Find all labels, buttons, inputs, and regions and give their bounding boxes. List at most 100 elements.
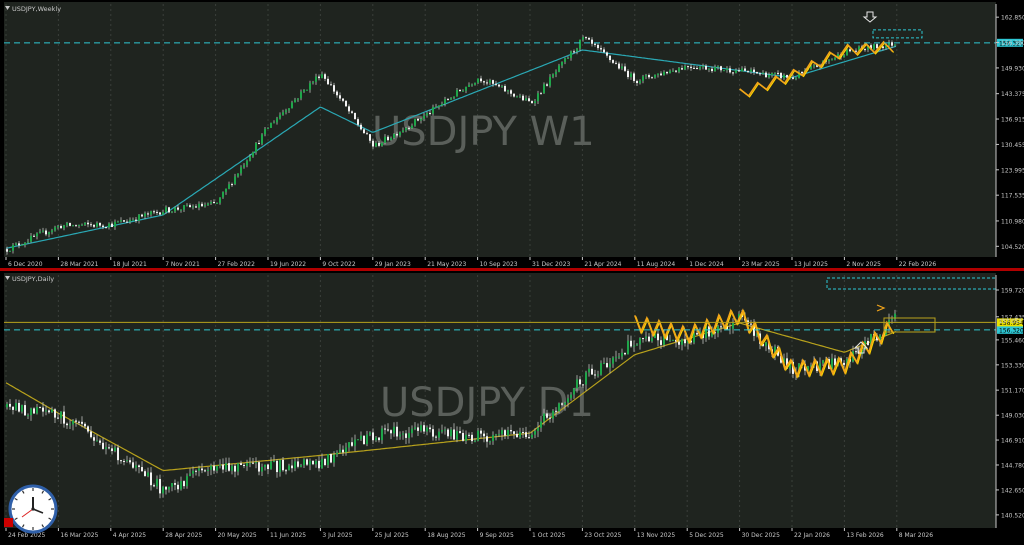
bear-candle [258, 462, 260, 472]
bull-candle [765, 342, 767, 346]
bear-candle [696, 333, 698, 335]
pane-divider[interactable] [0, 268, 1024, 271]
bear-candle [588, 37, 590, 40]
bull-candle [570, 51, 572, 58]
x-axis-tick-label: 13 Feb 2026 [846, 532, 884, 539]
clock-tick [41, 490, 45, 494]
bull-candle [189, 473, 191, 477]
current-price-tag-label: 156.320 [999, 327, 1024, 334]
bear-candle [12, 406, 14, 410]
bull-candle [726, 68, 728, 71]
daily-collapse-icon[interactable] [5, 276, 10, 280]
bull-candle [171, 211, 173, 213]
x-axis-tick-label: 1 Oct 2025 [532, 532, 565, 539]
zigzag-highlight-line [635, 309, 895, 379]
bull-candle [894, 313, 896, 320]
bear-candle [855, 351, 857, 353]
bear-candle [681, 68, 683, 70]
bear-candle [312, 460, 314, 465]
bull-candle [381, 428, 383, 441]
bull-candle [345, 447, 347, 453]
bull-candle [225, 463, 227, 470]
record-button-icon[interactable] [4, 518, 13, 527]
bear-candle [60, 225, 62, 229]
bear-candle [345, 100, 347, 107]
bull-candle [408, 433, 410, 438]
x-axis-tick-label: 10 Sep 2023 [480, 261, 518, 268]
bear-candle [102, 225, 104, 227]
bull-candle [585, 372, 587, 385]
bull-candle [327, 453, 329, 466]
bull-candle [846, 358, 848, 365]
bear-candle [738, 70, 740, 72]
bear-candle [93, 224, 95, 227]
bull-candle [705, 326, 707, 339]
bull-candle [588, 368, 590, 373]
bear-candle [510, 90, 512, 94]
bear-candle [222, 464, 224, 470]
bull-candle [114, 221, 116, 228]
weekly-plot-area[interactable] [4, 2, 996, 257]
bear-candle [285, 470, 287, 472]
bull-candle [72, 420, 74, 425]
bull-candle [198, 468, 200, 471]
bear-candle [267, 464, 269, 470]
bull-candle [639, 80, 641, 84]
bull-candle [315, 460, 317, 465]
daily-plot-area[interactable] [4, 273, 996, 528]
bear-candle [141, 467, 143, 472]
bull-candle [426, 113, 428, 116]
bear-candle [429, 427, 431, 430]
bull-candle [642, 76, 644, 81]
zigzag-line [739, 40, 894, 98]
bear-candle [687, 66, 689, 68]
bull-candle [774, 72, 776, 74]
weekly-price-axis[interactable]: 162.850 156.390 149.930 143.375 136.915 130.4… [995, 4, 1024, 257]
bear-candle [369, 134, 371, 141]
x-axis-tick-label: 23 Mar 2025 [742, 261, 780, 268]
bear-candle [156, 211, 158, 213]
bull-candle [294, 461, 296, 469]
bear-candle [276, 460, 278, 473]
bull-candle [420, 118, 422, 121]
x-axis-tick-label: 21 May 2023 [427, 261, 466, 268]
weekly-collapse-icon[interactable] [5, 6, 10, 10]
bull-candle [654, 333, 656, 338]
clock-minute-hand [32, 508, 44, 514]
bear-candle [189, 205, 191, 208]
weekly-time-axis[interactable]: 6 Dec 2020 28 Mar 2021 18 Jul 2021 7 Nov 20… [5, 257, 936, 268]
bear-candle [228, 463, 230, 471]
bear-candle [624, 352, 626, 355]
weekly-chart-pane[interactable]: USDJPY W1 156.320 162.850156.390149.9301… [4, 2, 1024, 268]
clock-tick [48, 517, 52, 521]
x-axis-tick-label: 30 Dec 2025 [742, 532, 781, 539]
bear-candle [603, 49, 605, 53]
bull-candle [114, 447, 116, 452]
bull-candle [795, 78, 797, 80]
bull-candle [36, 407, 38, 414]
bull-candle [276, 118, 278, 123]
bull-candle [78, 224, 80, 226]
bull-candle [369, 432, 371, 435]
bear-candle [504, 85, 506, 92]
bear-candle [762, 343, 764, 346]
y-axis-tick-label: 143.375 [1001, 91, 1024, 98]
x-axis-tick-label: 21 Apr 2024 [584, 261, 621, 268]
bear-candle [351, 442, 353, 446]
bull-candle [333, 454, 335, 463]
up-arrow-icon [853, 341, 869, 354]
bear-candle [765, 72, 767, 78]
bull-candle [537, 93, 539, 102]
x-axis-tick-label: 25 Jul 2025 [375, 532, 409, 539]
bear-candle [174, 483, 176, 485]
bull-candle [813, 65, 815, 67]
bull-candle [36, 233, 38, 237]
daily-price-axis[interactable]: 159.720 157.435 155.460 153.330 151.170 149.0… [995, 275, 1024, 528]
bear-candle [780, 73, 782, 79]
bull-candle [12, 244, 14, 251]
daily-time-axis[interactable]: 24 Feb 2025 16 Mar 2025 4 Apr 2025 28 Apr 2… [5, 528, 933, 539]
bull-candle [381, 142, 383, 146]
bear-candle [513, 431, 515, 434]
